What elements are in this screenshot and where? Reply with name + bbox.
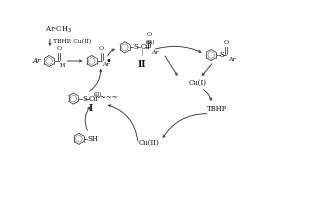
FancyArrowPatch shape [49,39,51,45]
Text: O: O [99,46,104,51]
FancyArrowPatch shape [109,105,138,141]
FancyArrowPatch shape [165,56,177,75]
Text: ~~~~: ~~~~ [94,95,117,102]
Text: O: O [147,32,152,37]
Text: I: I [89,104,93,113]
Text: II: II [138,60,146,69]
Text: TBHP: TBHP [207,105,227,113]
FancyArrowPatch shape [90,70,102,91]
Text: H: H [60,63,66,68]
Text: O: O [224,40,229,45]
Text: S: S [220,51,225,59]
Text: Ar: Ar [33,57,41,65]
FancyArrowPatch shape [108,49,114,56]
Text: Ar: Ar [103,62,110,67]
Text: S: S [82,95,87,102]
Text: (iii): (iii) [145,40,154,46]
Text: Cu(II): Cu(II) [139,139,159,147]
Text: TBHP, Cu(II): TBHP, Cu(II) [53,39,91,44]
FancyArrowPatch shape [202,64,212,75]
Text: Cu(I): Cu(I) [188,79,206,87]
Text: O: O [56,46,62,51]
Text: Cu: Cu [140,43,150,51]
FancyArrowPatch shape [156,46,201,52]
Text: Ar-CH$_3$: Ar-CH$_3$ [45,25,72,35]
Text: •: • [106,56,112,66]
Text: Cu: Cu [89,95,99,102]
Text: Ar: Ar [229,57,236,62]
FancyArrowPatch shape [85,107,90,130]
Text: S: S [134,43,139,51]
Text: Ar: Ar [152,50,159,55]
FancyArrowPatch shape [203,90,212,100]
FancyArrowPatch shape [67,60,81,62]
FancyArrowPatch shape [163,114,207,138]
Text: SH: SH [88,135,99,143]
Text: (II): (II) [93,92,102,97]
